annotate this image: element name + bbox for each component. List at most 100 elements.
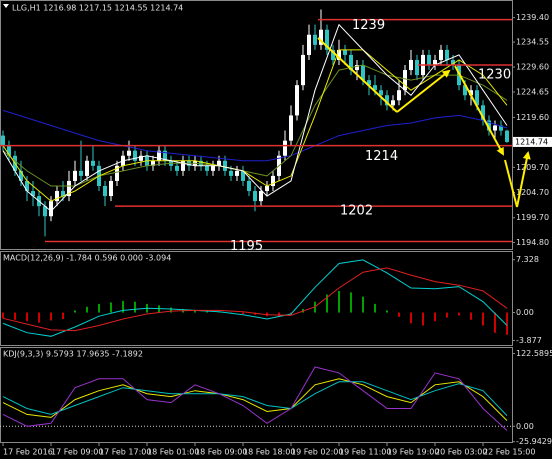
panel-title: KDJ(9,3,3) 9.5793 17.9635 -7.1892 (3, 350, 143, 359)
candle-body (253, 191, 257, 202)
candle-body (301, 54, 305, 86)
candle-body (271, 175, 275, 186)
candle-body (247, 180, 251, 192)
indicator-line (2, 378, 508, 421)
x-tick-label: 17 Feb 09:00 (51, 448, 103, 457)
candle-body (313, 34, 317, 45)
x-tick-label: 17 Feb 17:00 (99, 448, 151, 457)
level-label: 1202 (340, 204, 373, 219)
x-tick-label: 17 Feb 2016 (3, 448, 53, 457)
candle-body (481, 105, 485, 121)
x-tick-label: 19 Feb 19:00 (387, 448, 439, 457)
arrow (396, 69, 451, 113)
histogram-bar (338, 290, 340, 313)
candle-body (199, 160, 203, 166)
level-label: 1214 (365, 149, 398, 164)
histogram-bar (326, 294, 328, 313)
indicator-line (2, 267, 508, 332)
histogram-bar (422, 312, 424, 326)
histogram-bar (374, 303, 376, 313)
candle-body (487, 120, 491, 131)
arrow (454, 65, 504, 156)
x-tick-label: 22 Feb 15:00 (483, 448, 535, 457)
y-tick-label: -25.9429 (516, 437, 552, 446)
candle-body (403, 70, 407, 91)
candle-body (319, 29, 323, 45)
candle-body (283, 140, 287, 156)
histogram-bar (62, 312, 64, 320)
candle-body (79, 170, 83, 176)
menu-icon (3, 4, 9, 8)
candle-body (427, 54, 431, 66)
candle-body (349, 54, 353, 71)
candle-body (181, 160, 185, 171)
candle-body (367, 80, 371, 86)
main-panel (0, 0, 513, 250)
histogram-bar (398, 312, 400, 317)
histogram-bar (98, 303, 100, 313)
y-tick-label: 1234.55 (516, 38, 549, 47)
level-label: 1239 (352, 18, 385, 33)
candle-body (295, 85, 299, 116)
histogram-bar (50, 312, 52, 321)
x-tick-label: 20 Feb 03:00 (435, 448, 487, 457)
level-label: 1195 (230, 239, 263, 254)
candle-body (307, 34, 311, 55)
x-tick-label: 19 Feb 11:00 (339, 448, 391, 457)
candle-body (25, 180, 29, 192)
candle-body (19, 170, 23, 181)
y-tick-label: 0.00 (516, 422, 534, 431)
histogram-bar (14, 312, 16, 320)
candle-body (355, 65, 359, 71)
candle-body (385, 95, 389, 106)
y-tick-label: 7.328 (516, 255, 539, 264)
candle-body (451, 59, 455, 66)
x-tick-label: 19 Feb 02:00 (291, 448, 343, 457)
candle-body (163, 150, 167, 161)
y-tick-label: -3.877 (516, 336, 542, 345)
candle-body (157, 150, 161, 161)
candle-body (409, 59, 413, 71)
histogram-bar (482, 312, 484, 326)
indicator-line (2, 109, 508, 162)
candle-body (7, 145, 11, 156)
level-label: 1230 (478, 68, 511, 83)
x-tick-label: 18 Feb 09:00 (195, 448, 247, 457)
indicator-line (2, 381, 508, 416)
candle-body (49, 201, 53, 217)
candle-body (133, 150, 137, 161)
histogram-bar (470, 312, 472, 320)
candle-body (445, 49, 449, 60)
candle-body (289, 115, 293, 141)
candle-body (391, 100, 395, 106)
y-tick-label: 1194.80 (516, 238, 549, 247)
y-tick-label: 1199.70 (516, 213, 549, 222)
candle-body (217, 160, 221, 166)
candle-body (55, 191, 59, 202)
candle-body (115, 165, 119, 181)
histogram-bar (350, 292, 352, 313)
macd-panel (0, 251, 513, 346)
candle-body (43, 206, 47, 217)
y-tick-label: 1239.40 (516, 13, 549, 22)
candle-body (499, 125, 503, 131)
candle-body (91, 160, 95, 166)
y-tick-label: 1224.65 (516, 87, 549, 96)
candle-body (379, 90, 383, 96)
candle-body (229, 170, 233, 176)
histogram-bar (242, 312, 244, 314)
candle-body (463, 85, 467, 96)
candle-body (139, 155, 143, 161)
histogram-bar (74, 310, 76, 313)
candle-body (361, 65, 365, 81)
candle-body (475, 90, 479, 106)
candle-body (85, 160, 89, 176)
y-tick-label: 1229.60 (516, 63, 549, 72)
candle-body (67, 180, 71, 197)
y-tick-label: 1209.70 (516, 163, 549, 172)
arrow (504, 159, 518, 208)
candle-body (61, 191, 65, 197)
indicator-line (2, 259, 508, 337)
histogram-bar (194, 310, 196, 313)
